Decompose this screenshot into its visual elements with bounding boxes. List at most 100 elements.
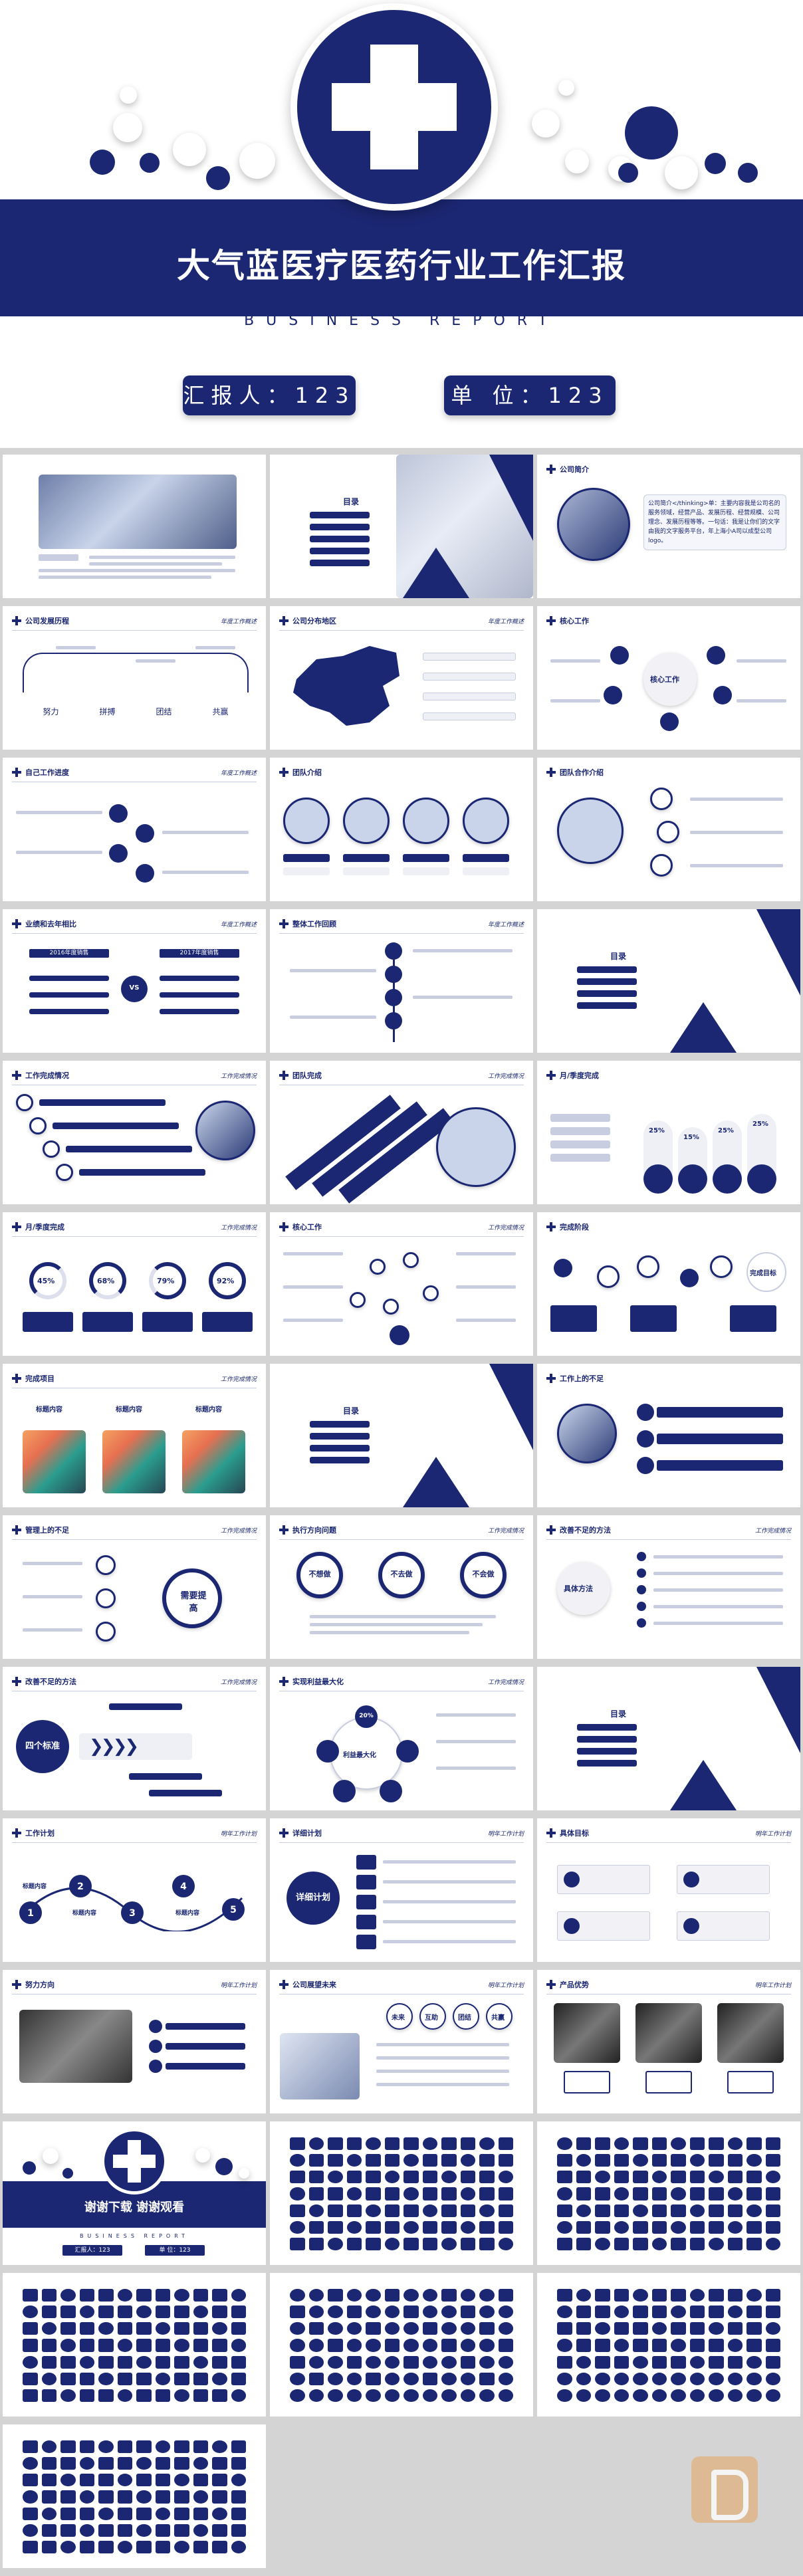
slide-icon-set-1[interactable] — [270, 2121, 533, 2265]
plus-icon — [279, 1071, 288, 1080]
plus-icon — [546, 1828, 556, 1838]
thanks-title: 谢谢下载 谢谢观看 — [84, 2200, 185, 2214]
slide-core-work[interactable]: 核心工作 核心工作 — [537, 606, 800, 750]
plus-icon — [546, 1980, 556, 1989]
plus-icon — [546, 465, 556, 474]
slide-toc-2[interactable]: 目录 — [537, 909, 800, 1053]
slide-management-shortcomings[interactable]: 管理上的不足 工作完成情况 需要提高 — [3, 1515, 266, 1659]
slide-distribution[interactable]: 公司分布地区 年度工作概述 — [270, 606, 533, 750]
handshake-photo — [557, 488, 630, 561]
plus-icon — [279, 1828, 288, 1838]
plus-icon — [279, 616, 288, 625]
plus-icon — [12, 1374, 21, 1383]
history-word: 拼搏 — [99, 707, 116, 716]
slide-icon-set-3[interactable] — [3, 2273, 266, 2416]
decor-bubble — [120, 86, 137, 104]
medical-cross-logo — [290, 3, 498, 211]
slide-icon-set-5[interactable] — [537, 2273, 800, 2416]
plus-icon — [12, 1980, 21, 1989]
slide-core-work-2[interactable]: 核心工作 工作完成情况 — [270, 1212, 533, 1356]
company-intro-text: 公司简介</thinking>单：主要内容我是公司名的服务领域，经营产品、发展历… — [643, 494, 786, 550]
slide-product-advantages[interactable]: 产品优势 明年工作计划 — [537, 1970, 800, 2113]
decor-bubble — [565, 150, 589, 173]
slide-icon-set-2[interactable] — [537, 2121, 800, 2265]
slide-icon-set-6[interactable] — [3, 2424, 266, 2568]
slide-progress[interactable]: 自己工作进度 年度工作概述 — [3, 758, 266, 901]
plus-icon — [279, 1677, 288, 1686]
slide-efforts-direction[interactable]: 努力方向 明年工作计划 — [3, 1970, 266, 2113]
slide-specific-goals[interactable]: 具体目标 明年工作计划 — [537, 1818, 800, 1962]
plus-icon — [12, 1525, 21, 1535]
china-map-icon — [293, 646, 400, 726]
slide-history[interactable]: 公司发展历程 年度工作概述 努力 拼搏 团结 共赢 — [3, 606, 266, 750]
plus-icon — [12, 919, 21, 928]
decor-bubble — [558, 80, 574, 96]
slide-work-completion[interactable]: 工作完成情况 工作完成情况 — [3, 1061, 266, 1204]
slide-thanks[interactable]: 谢谢下载 谢谢观看 BUSINESS REPORT 汇报人：123 单 位：12… — [3, 2121, 266, 2265]
slide-improvement-methods[interactable]: 改善不足的方法 工作完成情况 具体方法 — [537, 1515, 800, 1659]
plus-icon — [546, 1222, 556, 1232]
slide-toc[interactable]: 目录 — [270, 455, 533, 598]
slide-execution-issues[interactable]: 执行方向问题 工作完成情况 不想做 不去做 不会做 — [270, 1515, 533, 1659]
reporter-pill: 汇报人：123 — [183, 376, 356, 415]
decor-bubble — [113, 113, 142, 142]
slide-detailed-plan[interactable]: 详细计划 明年工作计划 详细计划 — [270, 1818, 533, 1962]
decor-bubble — [206, 166, 230, 190]
decor-bubble — [625, 106, 678, 160]
decor-bubble — [705, 153, 726, 174]
slide-toc-4[interactable]: 目录 — [537, 1667, 800, 1810]
slide-toc-3[interactable]: 目录 — [270, 1364, 533, 1507]
slide-four-standards[interactable]: 改善不足的方法 工作完成情况 四个标准 ❯❯❯❯ — [3, 1667, 266, 1810]
slide-team-intro[interactable]: 团队介绍 — [270, 758, 533, 901]
slide-team-cooperation[interactable]: 团队合作介绍 — [537, 758, 800, 901]
plus-icon — [12, 616, 21, 625]
plus-icon — [546, 1071, 556, 1080]
watermark-logo-icon — [691, 2456, 758, 2523]
decor-bubble — [90, 150, 115, 175]
slide-completion-stages[interactable]: 完成阶段 完成目标 — [537, 1212, 800, 1356]
report-title: 大气蓝医疗医药行业工作汇报 — [177, 247, 626, 285]
icon-grid — [23, 2440, 246, 2553]
title-slide: 大气蓝医疗医药行业工作汇报 BUSINESS REPORT 汇报人：123 单 … — [0, 0, 803, 448]
slide-completed-projects[interactable]: 完成项目 工作完成情况 标题内容 标题内容 标题内容 — [3, 1364, 266, 1507]
doctor-photo — [39, 475, 237, 549]
slide-work-shortcomings[interactable]: 工作上的不足 — [537, 1364, 800, 1507]
chevron-arrows-icon: ❯❯❯❯ — [89, 1737, 139, 1757]
icon-grid — [290, 2289, 513, 2402]
decor-bubble — [173, 133, 206, 166]
plus-icon — [279, 768, 288, 777]
plus-icon — [546, 768, 556, 777]
plus-icon — [279, 1980, 288, 1989]
plus-icon — [546, 1525, 556, 1535]
decor-bubble — [738, 163, 758, 183]
slide-performance-compare[interactable]: 业绩和去年相比 年度工作概述 2016年度销售 2017年度销售 VS — [3, 909, 266, 1053]
slide-maximize-benefits[interactable]: 实现利益最大化 工作完成情况 利益最大化 20% — [270, 1667, 533, 1810]
slide-icon-set-4[interactable] — [270, 2273, 533, 2416]
slide-work-plan[interactable]: 工作计划 明年工作计划 1 2 3 4 5 标题内容 标题内容 标题内容 — [3, 1818, 266, 1962]
slide-team-completion[interactable]: 团队完成 工作完成情况 — [270, 1061, 533, 1204]
history-word: 共赢 — [212, 707, 229, 716]
plus-icon — [546, 616, 556, 625]
slide-company-intro[interactable]: 公司简介 公司简介</thinking>单：主要内容我是公司名的服务领域，经营产… — [537, 455, 800, 598]
plus-icon — [279, 1222, 288, 1232]
plus-icon — [12, 1222, 21, 1232]
plus-icon — [12, 1071, 21, 1080]
decor-bubble — [239, 143, 275, 179]
icon-grid — [557, 2137, 780, 2250]
decor-bubble — [665, 156, 698, 189]
icon-grid — [290, 2137, 513, 2250]
slide-quarter-rings[interactable]: 月/季度完成 工作完成情况 45% 68% 79% 92% — [3, 1212, 266, 1356]
plus-icon — [12, 768, 21, 777]
history-word: 团结 — [156, 707, 172, 716]
slide-preface[interactable] — [3, 455, 266, 598]
unit-pill: 单 位：123 — [444, 376, 616, 415]
decor-bubble — [140, 153, 160, 173]
plus-icon — [12, 1828, 21, 1838]
slide-future-outlook[interactable]: 公司展望未来 明年工作计划 未来 互助 团结 共赢 — [270, 1970, 533, 2113]
title-band — [0, 199, 803, 316]
plus-icon — [279, 919, 288, 928]
decor-bubble — [618, 163, 638, 183]
slide-overall-review[interactable]: 整体工作回顾 年度工作概述 — [270, 909, 533, 1053]
slide-quarter-completion[interactable]: 月/季度完成 25% 15% 25% 25% — [537, 1061, 800, 1204]
slide-header: 公司简介 — [546, 464, 589, 475]
